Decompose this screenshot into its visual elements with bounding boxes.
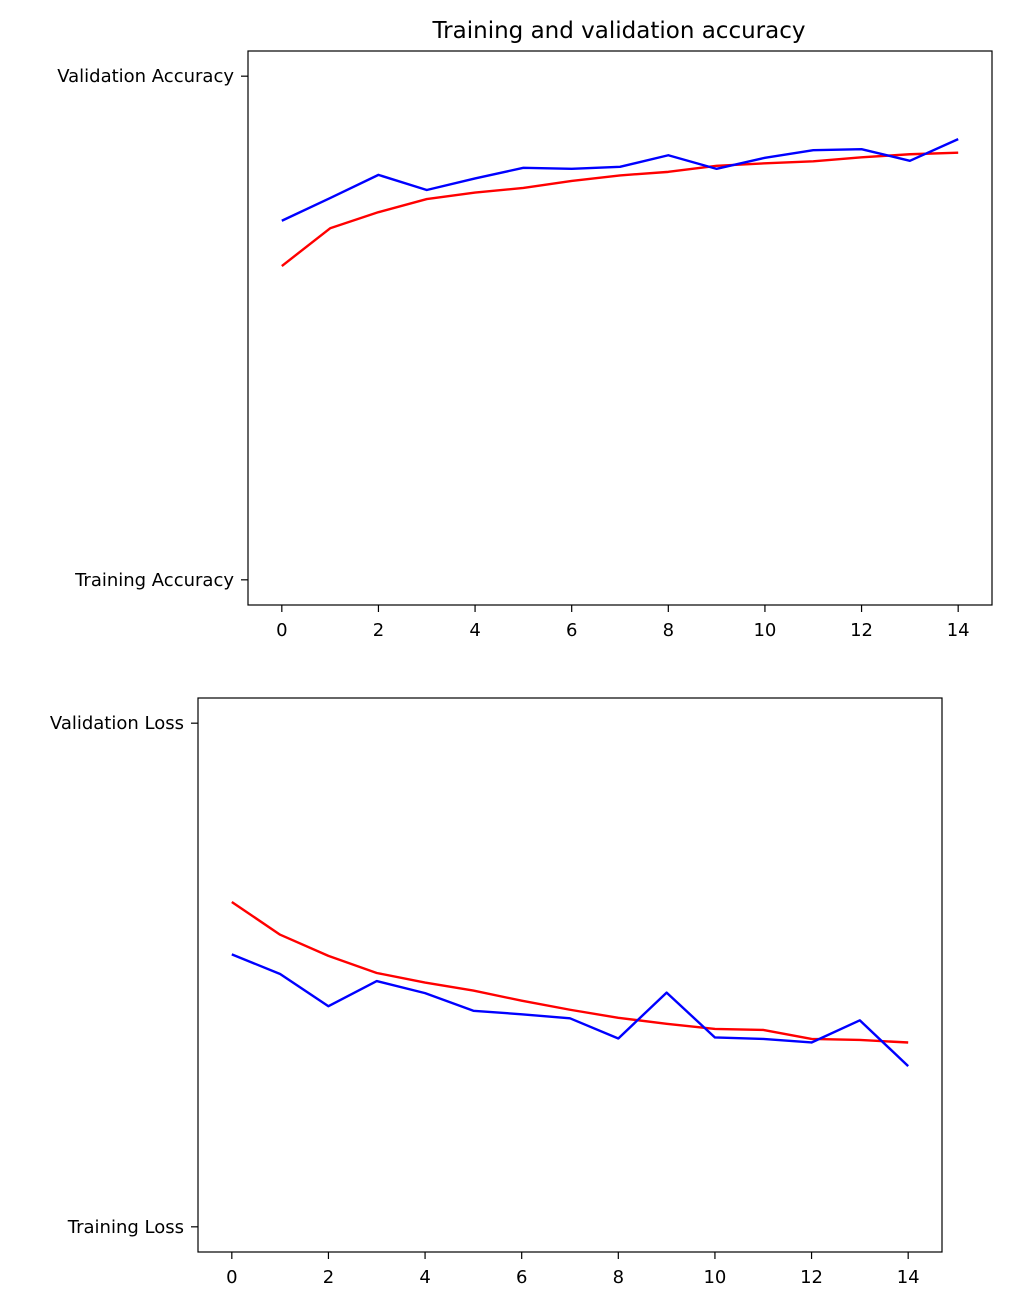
accuracy-y-tick-label: Training Accuracy <box>74 570 234 591</box>
accuracy-chart-title: Training and validation accuracy <box>432 18 806 44</box>
accuracy-x-tick-label: 0 <box>276 620 287 641</box>
loss-chart: 0 2 4 6 8 10 12 14 Training Loss Validation Loss <box>50 697 943 1288</box>
accuracy-series-layer <box>281 138 959 267</box>
loss-x-tick-label: 0 <box>226 1267 237 1288</box>
loss-x-tick-label: 6 <box>516 1267 527 1288</box>
loss-x-tick-label: 2 <box>323 1267 334 1288</box>
loss-y-tick-label: Training Loss <box>67 1217 184 1238</box>
loss-x-tick-label: 10 <box>703 1267 726 1288</box>
loss-x-tick-label: 14 <box>897 1267 920 1288</box>
loss-y-axis: Training Loss Validation Loss <box>50 713 198 1238</box>
accuracy-x-tick-label: 12 <box>850 620 873 641</box>
accuracy-x-axis: 0 2 4 6 8 10 12 14 <box>276 605 970 641</box>
loss-x-axis: 0 2 4 6 8 10 12 14 <box>226 1252 920 1288</box>
loss-x-tick-label: 12 <box>800 1267 823 1288</box>
accuracy-y-axis: Training Accuracy Validation Accuracy <box>57 66 248 591</box>
loss-series-layer <box>231 900 910 1068</box>
loss-x-tick-label: 8 <box>613 1267 624 1288</box>
accuracy-x-tick-label: 10 <box>753 620 776 641</box>
accuracy-chart: Training and validation accuracy 0 2 4 6 8 10… <box>57 18 993 641</box>
accuracy-x-tick-label: 8 <box>663 620 674 641</box>
accuracy-x-tick-label: 14 <box>947 620 970 641</box>
accuracy-x-tick-label: 4 <box>469 620 480 641</box>
loss-axes-frame <box>197 697 943 1253</box>
accuracy-x-tick-label: 2 <box>373 620 384 641</box>
accuracy-axes-frame <box>247 50 993 606</box>
accuracy-y-tick-label: Validation Accuracy <box>57 66 234 87</box>
accuracy-x-tick-label: 6 <box>566 620 577 641</box>
loss-x-tick-label: 4 <box>419 1267 430 1288</box>
loss-y-tick-label: Validation Loss <box>50 713 184 734</box>
